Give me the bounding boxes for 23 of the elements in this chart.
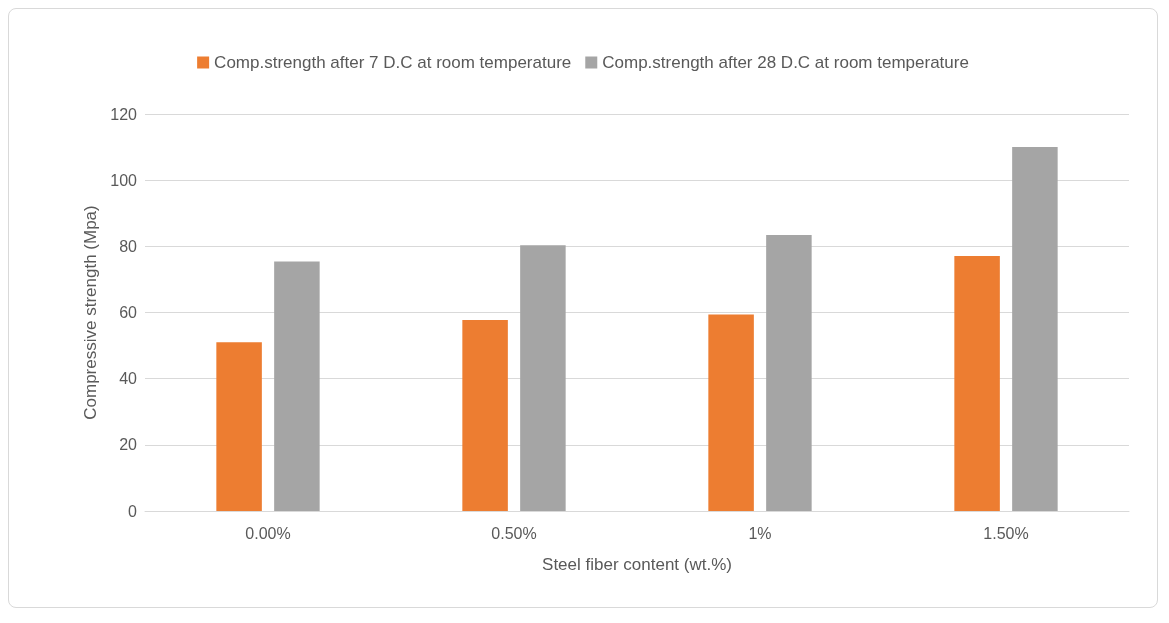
bar [1012, 147, 1058, 511]
y-axis-title: Compressive strength (Mpa) [81, 205, 101, 420]
x-tick-label: 1% [748, 524, 772, 542]
y-tick-label: 120 [110, 105, 138, 123]
bar [274, 261, 320, 511]
x-axis-title: Steel fiber content (wt.%) [542, 555, 732, 574]
bar [216, 342, 262, 511]
y-tick-label: 40 [119, 370, 138, 388]
bar [708, 314, 754, 511]
y-tick-label: 100 [110, 171, 138, 189]
y-tick-label: 20 [119, 436, 138, 454]
bar [520, 245, 566, 511]
y-tick-label: 60 [119, 304, 138, 321]
x-tick-label: 1.50% [983, 524, 1029, 542]
legend-label: Comp.strength after 28 D.C at room temperature [602, 53, 969, 72]
legend-label: Comp.strength after 7 D.C at room temperature [214, 53, 572, 72]
x-tick-label: 0.00% [245, 524, 291, 542]
x-tick-label: 0.50% [491, 524, 537, 542]
y-tick-label: 0 [128, 502, 138, 520]
bar [462, 320, 508, 511]
bar [766, 235, 812, 511]
y-tick-label: 80 [119, 237, 138, 255]
bar [954, 255, 1000, 511]
